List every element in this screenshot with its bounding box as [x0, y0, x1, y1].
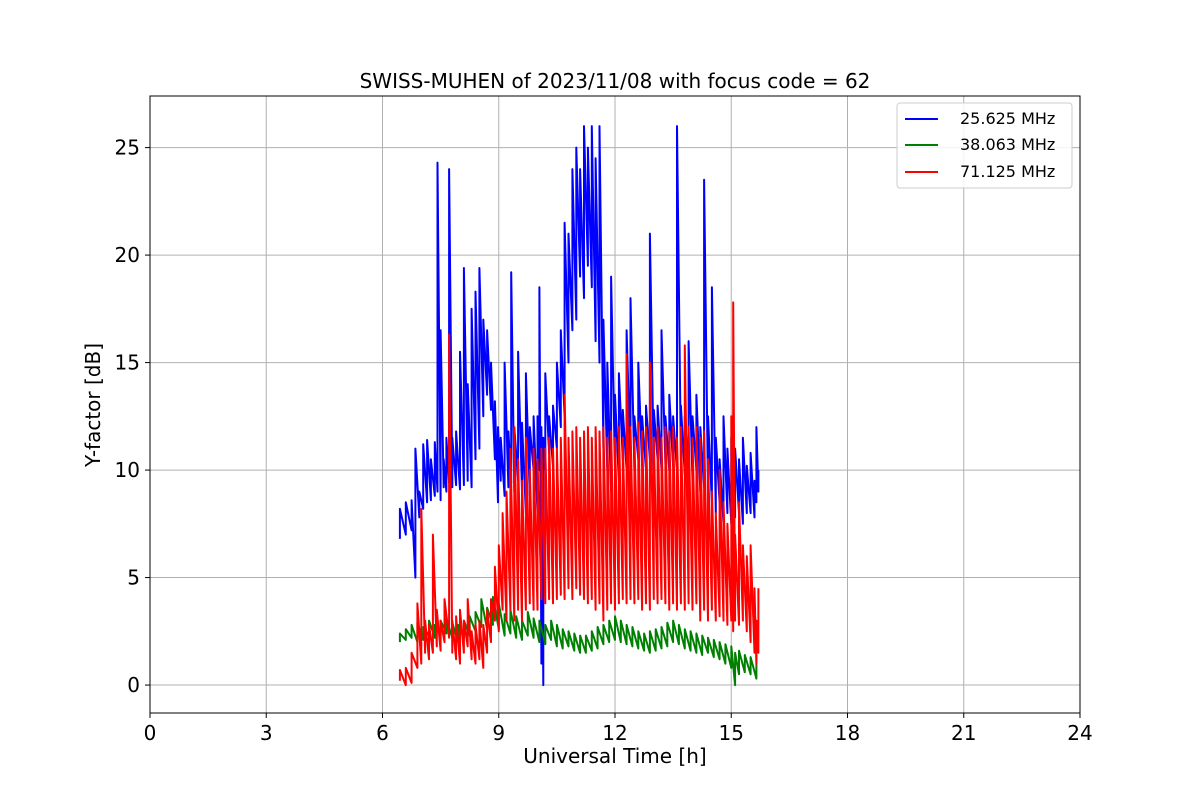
legend-box	[896, 102, 1073, 189]
legend-label-series-2: 38.063 MHz	[960, 135, 1055, 154]
axis-ticks: 0 3 6 9 12 15 18 21 24 0 5 10 15 20 25	[115, 136, 1093, 745]
series-line-3	[398, 301, 760, 687]
x-tick-label: 12	[602, 721, 627, 745]
x-axis-label: Universal Time [h]	[523, 744, 706, 768]
y-tick-label: 5	[127, 566, 140, 590]
legend-label-series-3: 71.125 MHz	[960, 162, 1055, 181]
x-tick-label: 24	[1067, 721, 1092, 745]
chart-title: SWISS-MUHEN of 2023/11/08 with focus cod…	[360, 69, 871, 93]
x-tick-label: 15	[719, 721, 744, 745]
legend-label-series-1: 25.625 MHz	[960, 109, 1055, 128]
x-tick-label: 21	[951, 721, 976, 745]
y-tick-label: 15	[115, 351, 140, 375]
y-axis-label: Y-factor [dB]	[81, 343, 105, 468]
y-tick-label: 20	[115, 243, 140, 267]
plot-series	[398, 125, 760, 687]
series-line-2	[398, 595, 758, 687]
y-tick-label: 10	[115, 458, 140, 482]
x-tick-label: 0	[144, 721, 157, 745]
legend: 25.625 MHz 38.063 MHz 71.125 MHz	[896, 102, 1073, 189]
y-tick-label: 25	[115, 136, 140, 160]
x-tick-label: 18	[835, 721, 860, 745]
x-tick-label: 6	[376, 721, 389, 745]
x-tick-label: 3	[260, 721, 273, 745]
x-tick-label: 9	[492, 721, 505, 745]
y-tick-label: 0	[127, 673, 140, 697]
